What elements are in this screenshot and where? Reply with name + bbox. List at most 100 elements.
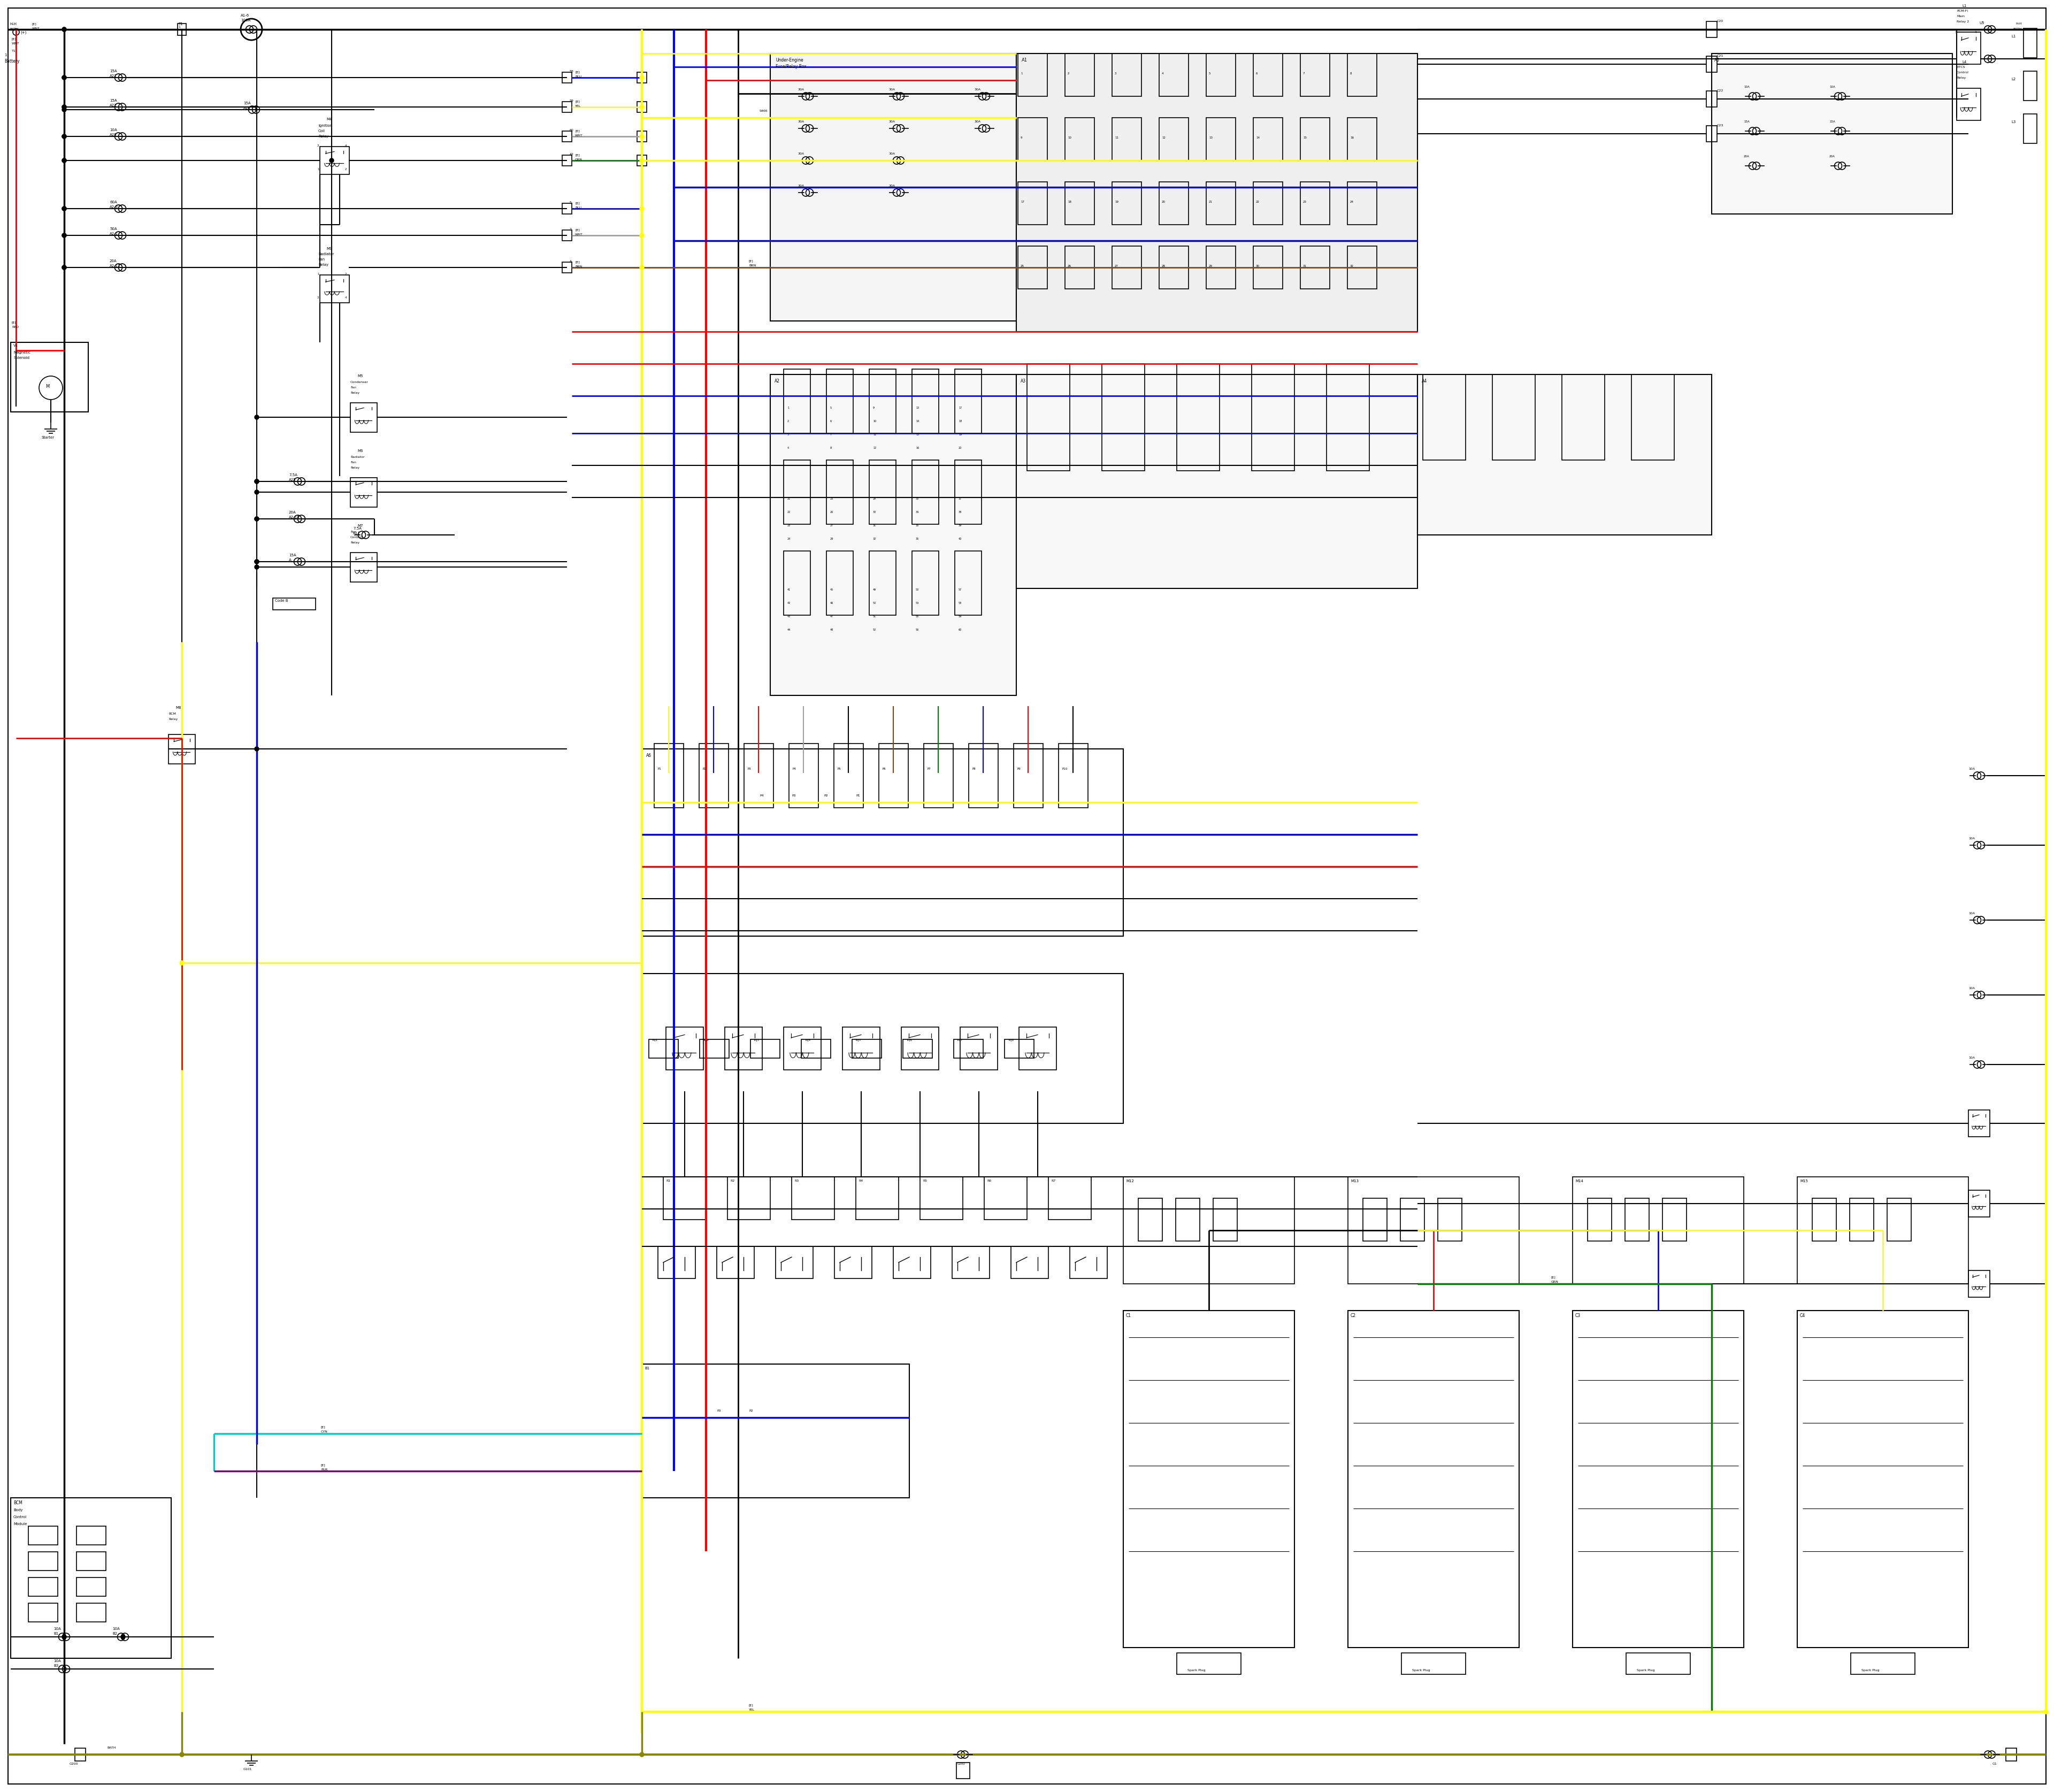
Text: 20: 20: [959, 446, 961, 450]
Text: 11: 11: [873, 434, 877, 435]
Circle shape: [639, 75, 645, 79]
Text: YEL: YEL: [750, 1708, 756, 1711]
Bar: [902, 1027, 939, 1070]
Text: Main: Main: [1957, 14, 1966, 18]
Text: P10: P10: [1062, 767, 1068, 771]
Text: [E]: [E]: [575, 100, 579, 102]
Bar: [955, 461, 982, 525]
Circle shape: [639, 1753, 645, 1756]
Text: Inj4: Inj4: [805, 1039, 811, 1041]
Bar: [789, 744, 817, 808]
Bar: [879, 744, 908, 808]
Bar: [953, 1039, 984, 1057]
Bar: [1253, 118, 1282, 161]
Bar: [1347, 181, 1376, 224]
Circle shape: [181, 1753, 185, 1756]
Text: P4: P4: [760, 794, 764, 797]
Text: BRN: BRN: [575, 265, 581, 269]
Bar: [959, 1027, 998, 1070]
Bar: [1177, 364, 1220, 471]
Bar: [1493, 375, 1534, 461]
Text: 32: 32: [873, 538, 877, 539]
Bar: [351, 552, 378, 582]
Text: 5: 5: [569, 201, 571, 204]
Text: 21: 21: [1210, 201, 1212, 202]
Bar: [2023, 72, 2038, 100]
Bar: [955, 1763, 969, 1779]
Text: 23: 23: [1302, 201, 1306, 202]
Text: 10A: 10A: [1968, 987, 1974, 989]
Bar: [1849, 1199, 1873, 1242]
Bar: [1707, 125, 1717, 142]
Text: 12: 12: [873, 446, 877, 450]
Text: 10A: 10A: [1968, 767, 1974, 771]
Bar: [727, 1177, 770, 1220]
Bar: [2023, 29, 2038, 57]
Text: 25: 25: [1021, 265, 1025, 267]
Circle shape: [2044, 1710, 2048, 1713]
Bar: [1111, 54, 1142, 97]
Text: 30A: 30A: [889, 88, 896, 91]
Text: A2-1: A2-1: [109, 233, 119, 235]
Text: 44: 44: [787, 629, 791, 631]
Bar: [1300, 118, 1329, 161]
Text: 31: 31: [873, 525, 877, 527]
Text: BATH: BATH: [2013, 29, 2021, 30]
Text: 15A: 15A: [290, 554, 296, 557]
Text: H-H: H-H: [2015, 23, 2021, 25]
Text: R4: R4: [859, 1179, 863, 1183]
Bar: [698, 744, 729, 808]
Text: A16: A16: [242, 106, 251, 109]
Text: 10: 10: [1068, 136, 1072, 140]
Text: Coil: Coil: [318, 129, 325, 133]
Text: L1: L1: [1962, 4, 1966, 7]
Text: Magnetic: Magnetic: [14, 351, 31, 355]
Text: P3: P3: [791, 794, 795, 797]
Bar: [1064, 181, 1095, 224]
Bar: [637, 156, 647, 167]
Bar: [725, 1027, 762, 1070]
Circle shape: [62, 233, 66, 238]
Bar: [1812, 1199, 1836, 1242]
Text: 53: 53: [916, 588, 918, 591]
Text: 26: 26: [1068, 265, 1072, 267]
Text: Module: Module: [14, 1523, 27, 1525]
Bar: [785, 461, 811, 525]
Bar: [791, 1177, 834, 1220]
Bar: [1013, 744, 1043, 808]
Bar: [857, 1177, 900, 1220]
Text: L2: L2: [2011, 77, 2015, 81]
Text: YEL: YEL: [575, 106, 581, 108]
Text: 59: 59: [569, 100, 573, 102]
Bar: [665, 1027, 702, 1070]
Text: 3: 3: [569, 228, 571, 231]
Text: 15: 15: [916, 434, 918, 435]
Bar: [1968, 1271, 1990, 1297]
Text: C2: C2: [1352, 1314, 1356, 1319]
Text: Relay: Relay: [351, 466, 359, 470]
Bar: [785, 550, 811, 615]
Text: 43: 43: [787, 615, 791, 618]
Text: 7.5A: 7.5A: [290, 473, 298, 477]
Text: 10A: 10A: [1830, 86, 1834, 88]
Text: BLU: BLU: [575, 206, 581, 210]
Circle shape: [62, 158, 66, 163]
Bar: [1206, 118, 1234, 161]
Text: A25: A25: [290, 478, 296, 482]
Text: P3: P3: [717, 1410, 721, 1412]
Bar: [1423, 375, 1467, 461]
Text: A: A: [569, 260, 571, 263]
Text: BATH: BATH: [107, 1747, 115, 1749]
Text: A1: A1: [1021, 57, 1027, 63]
Bar: [1111, 118, 1142, 161]
Bar: [320, 147, 349, 174]
Bar: [1627, 1652, 1690, 1674]
Bar: [1124, 1310, 1294, 1647]
Text: R7: R7: [1052, 1179, 1056, 1183]
Text: BATH: BATH: [10, 29, 18, 30]
Text: 50: 50: [873, 602, 877, 604]
Bar: [657, 1247, 696, 1278]
Circle shape: [255, 564, 259, 570]
Text: P1: P1: [657, 767, 661, 771]
Bar: [1417, 375, 1711, 536]
